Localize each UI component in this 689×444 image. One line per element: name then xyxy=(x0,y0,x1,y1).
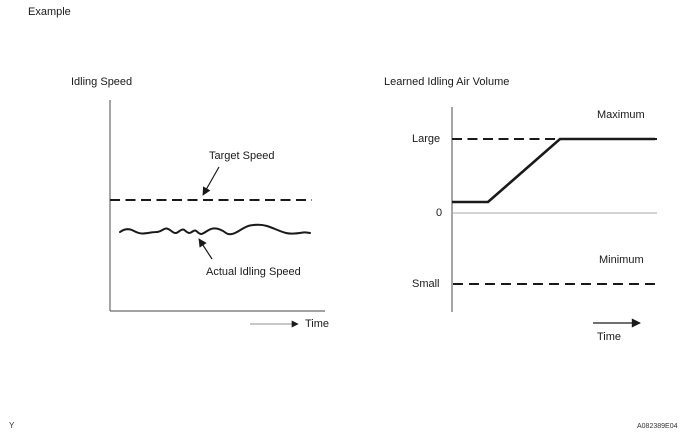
target-speed-arrow xyxy=(202,166,220,196)
zero-label: 0 xyxy=(436,207,443,219)
actual-idling-speed-arrow xyxy=(198,238,213,260)
right-chart-title: Learned Idling Air Volume xyxy=(384,76,510,88)
left-chart-title: Idling Speed xyxy=(71,76,133,88)
example-label: Example xyxy=(28,6,71,18)
small-label: Small xyxy=(412,278,440,290)
minimum-label: Minimum xyxy=(599,254,644,266)
actual-idling-speed-wavy-line xyxy=(119,223,311,236)
learned-value-line xyxy=(452,137,655,204)
target-speed-label: Target Speed xyxy=(209,150,275,162)
maximum-label: Maximum xyxy=(597,109,645,121)
figure-code: A082389E04 xyxy=(637,423,678,430)
large-label: Large xyxy=(412,133,441,145)
right-time-label: Time xyxy=(597,331,622,343)
actual-idling-speed-label: Actual Idling Speed xyxy=(206,266,301,278)
footer-page-marker: Y xyxy=(9,421,15,430)
left-time-label: Time xyxy=(305,318,330,330)
